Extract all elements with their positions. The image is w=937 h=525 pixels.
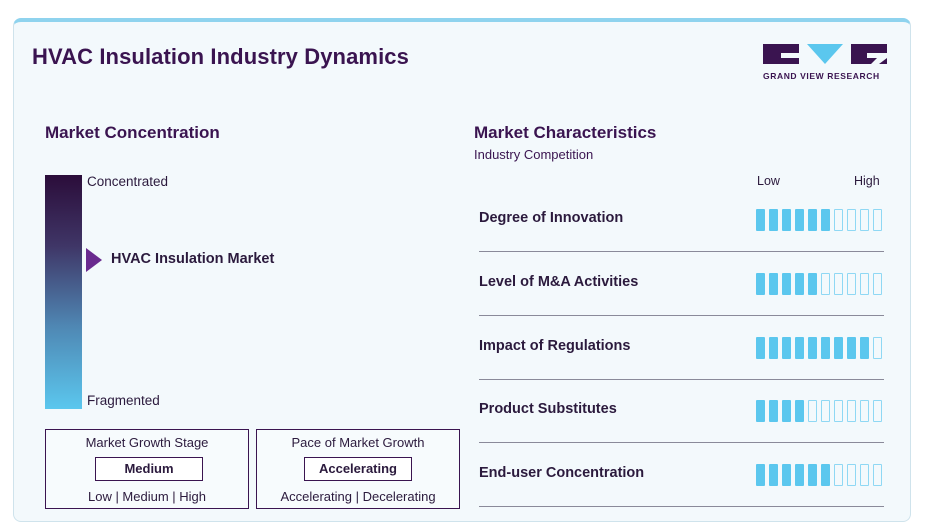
meter-segment-filled xyxy=(860,337,869,359)
meter-segment-filled xyxy=(834,337,843,359)
meter-segment-filled xyxy=(769,273,778,295)
meter-segment-empty xyxy=(847,273,856,295)
row-label-ma-activities: Level of M&A Activities xyxy=(479,274,639,290)
meter-segment-filled xyxy=(756,400,765,422)
growth-pace-title: Pace of Market Growth xyxy=(291,435,425,450)
meter-segment-empty xyxy=(847,209,856,231)
meter-segment-filled xyxy=(782,400,791,422)
meter-segment-filled xyxy=(769,337,778,359)
concentrated-label: Concentrated xyxy=(87,174,169,189)
meter-segment-filled xyxy=(769,464,778,486)
growth-stage-options: Low | Medium | High xyxy=(87,489,207,504)
meter-segment-empty xyxy=(847,464,856,486)
meter-segment-filled xyxy=(808,209,817,231)
meter-segment-empty xyxy=(873,209,882,231)
scale-high-label: High xyxy=(854,174,880,188)
growth-pace-options: Accelerating | Decelerating xyxy=(280,489,436,504)
meter-segment-filled xyxy=(782,337,791,359)
row-label-innovation: Degree of Innovation xyxy=(479,210,624,226)
growth-pace-value: Accelerating xyxy=(304,457,412,481)
meter-segment-filled xyxy=(795,464,804,486)
growth-stage-title: Market Growth Stage xyxy=(85,435,209,450)
growth-stage-box: Market Growth Stage Medium Low | Medium … xyxy=(45,429,249,509)
industry-competition-subtitle: Industry Competition xyxy=(474,147,594,162)
meter-segment-filled xyxy=(782,464,791,486)
meter-ma-activities xyxy=(756,273,882,295)
meter-segment-empty xyxy=(860,273,869,295)
meter-segment-filled xyxy=(756,209,765,231)
row-divider xyxy=(479,251,884,252)
page-title: HVAC Insulation Industry Dynamics xyxy=(32,44,409,69)
meter-segment-filled xyxy=(769,400,778,422)
row-label-end-user: End-user Concentration xyxy=(479,465,645,481)
meter-end-user xyxy=(756,464,882,486)
meter-segment-filled xyxy=(821,337,830,359)
meter-innovation xyxy=(756,209,882,231)
meter-segment-filled xyxy=(782,209,791,231)
logo-text: GRAND VIEW RESEARCH xyxy=(763,71,880,81)
row-divider xyxy=(479,315,884,316)
market-position-arrow-icon xyxy=(86,248,102,272)
industry-dynamics-card: HVAC Insulation Industry Dynamics GRAND … xyxy=(13,18,911,522)
meter-segment-empty xyxy=(834,209,843,231)
meter-segment-filled xyxy=(756,337,765,359)
meter-segment-filled xyxy=(782,273,791,295)
meter-segment-empty xyxy=(860,209,869,231)
row-label-substitutes: Product Substitutes xyxy=(479,401,617,417)
scale-low-label: Low xyxy=(757,174,780,188)
meter-segment-filled xyxy=(808,464,817,486)
meter-segment-empty xyxy=(873,464,882,486)
row-divider xyxy=(479,379,884,380)
grand-view-research-logo xyxy=(763,44,887,64)
growth-stage-value: Medium xyxy=(95,457,203,481)
meter-segment-filled xyxy=(808,337,817,359)
meter-segment-filled xyxy=(756,464,765,486)
meter-segment-filled xyxy=(795,337,804,359)
meter-segment-empty xyxy=(860,464,869,486)
meter-segment-empty xyxy=(873,337,882,359)
meter-segment-empty xyxy=(821,400,830,422)
meter-segment-empty xyxy=(873,400,882,422)
meter-regulations xyxy=(756,337,882,359)
meter-segment-empty xyxy=(860,400,869,422)
meter-segment-empty xyxy=(834,400,843,422)
growth-pace-box: Pace of Market Growth Accelerating Accel… xyxy=(256,429,460,509)
meter-segment-empty xyxy=(873,273,882,295)
meter-segment-filled xyxy=(769,209,778,231)
meter-segment-filled xyxy=(847,337,856,359)
meter-segment-filled xyxy=(821,209,830,231)
meter-segment-empty xyxy=(821,273,830,295)
meter-segment-filled xyxy=(795,273,804,295)
meter-segment-empty xyxy=(834,464,843,486)
market-characteristics-title: Market Characteristics xyxy=(474,123,657,142)
row-divider xyxy=(479,506,884,507)
meter-segment-empty xyxy=(847,400,856,422)
row-label-regulations: Impact of Regulations xyxy=(479,338,631,354)
meter-segment-filled xyxy=(756,273,765,295)
meter-segment-filled xyxy=(821,464,830,486)
meter-segment-empty xyxy=(808,400,817,422)
meter-segment-filled xyxy=(808,273,817,295)
fragmented-label: Fragmented xyxy=(87,393,160,408)
meter-segment-filled xyxy=(795,400,804,422)
row-divider xyxy=(479,442,884,443)
meter-segment-empty xyxy=(834,273,843,295)
meter-segment-filled xyxy=(795,209,804,231)
concentration-gradient-bar xyxy=(45,175,82,409)
market-concentration-title: Market Concentration xyxy=(45,123,220,142)
meter-substitutes xyxy=(756,400,882,422)
market-position-label: HVAC Insulation Market xyxy=(111,251,275,267)
